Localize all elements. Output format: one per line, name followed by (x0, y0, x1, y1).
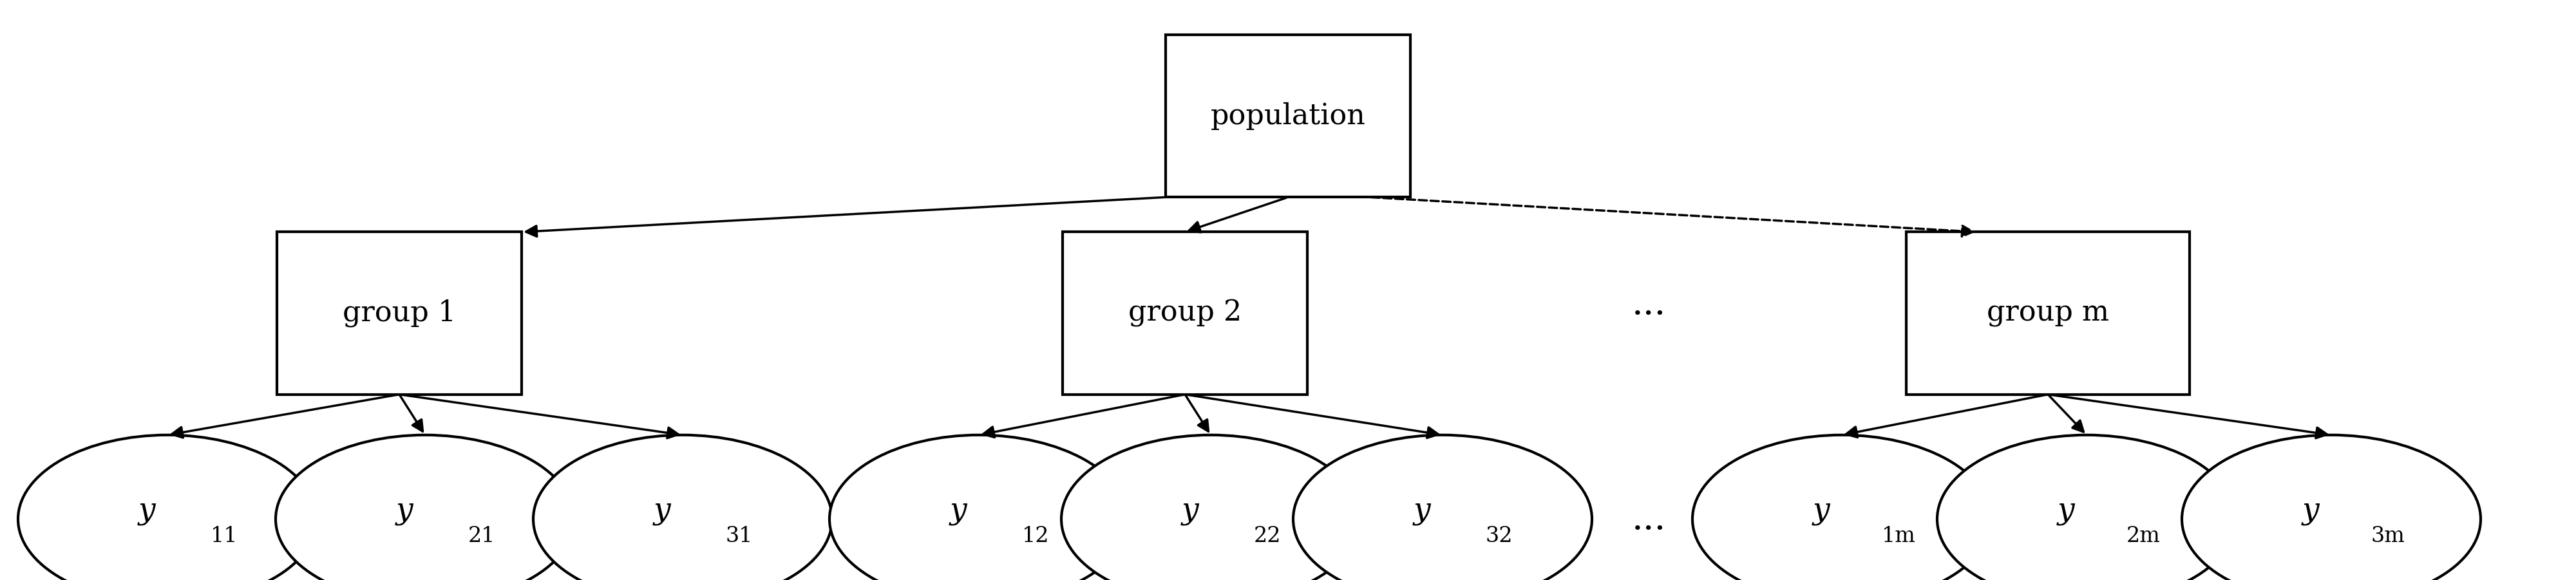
Text: ...: ... (1631, 502, 1667, 536)
Text: y: y (397, 496, 412, 525)
Bar (1164, 35, 1412, 197)
Text: 3m: 3m (2370, 526, 2406, 547)
Bar (1064, 232, 1309, 394)
Text: y: y (2303, 496, 2318, 525)
Text: y: y (654, 496, 670, 525)
Text: group 2: group 2 (1128, 299, 1242, 327)
Text: 21: 21 (469, 526, 495, 547)
Ellipse shape (533, 435, 832, 580)
Text: 2m: 2m (2125, 526, 2161, 547)
Text: y: y (139, 496, 155, 525)
Ellipse shape (18, 435, 317, 580)
Text: population: population (1211, 102, 1365, 130)
Ellipse shape (1937, 435, 2236, 580)
Ellipse shape (829, 435, 1128, 580)
Text: group m: group m (1986, 299, 2110, 327)
Text: group 1: group 1 (343, 299, 456, 327)
Ellipse shape (1061, 435, 1360, 580)
Text: y: y (951, 496, 966, 525)
Ellipse shape (2182, 435, 2481, 580)
Ellipse shape (1293, 435, 1592, 580)
Ellipse shape (276, 435, 574, 580)
Bar (1906, 232, 2190, 394)
Text: y: y (2058, 496, 2074, 525)
Text: 12: 12 (1023, 526, 1048, 547)
Text: y: y (1414, 496, 1430, 525)
Ellipse shape (1692, 435, 1991, 580)
Text: y: y (1814, 496, 1829, 525)
Text: ...: ... (1631, 287, 1667, 322)
Text: 1m: 1m (1880, 526, 1917, 547)
Text: 11: 11 (211, 526, 237, 547)
Text: 22: 22 (1255, 526, 1280, 547)
Bar (278, 232, 520, 394)
Text: 32: 32 (1486, 526, 1512, 547)
Text: y: y (1182, 496, 1198, 525)
Text: 31: 31 (726, 526, 752, 547)
